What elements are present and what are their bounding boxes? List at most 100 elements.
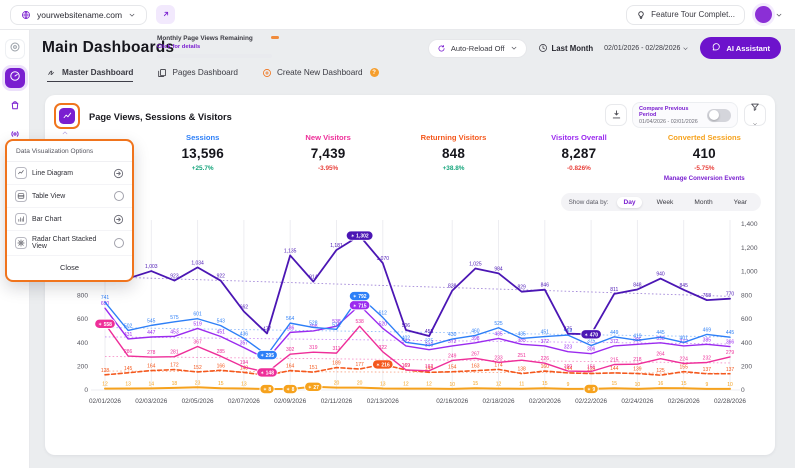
viz-options-popup: Data Visualization Options Line Diagram … [5,139,134,282]
feature-tour-button[interactable]: Feature Tour Complet... [626,4,745,25]
tab-create-new-dashboard[interactable]: Create New Dashboard? [262,68,379,82]
svg-text:923: 923 [170,274,179,280]
svg-text:11: 11 [519,382,524,388]
svg-text:232: 232 [703,355,712,361]
site-name: yourwebsitename.com [37,9,123,20]
svg-text:460: 460 [471,328,480,334]
svg-text:398: 398 [471,336,480,342]
sidebar-item-overview[interactable] [4,39,25,59]
arrow-right-icon[interactable] [113,214,124,225]
svg-text:449: 449 [610,330,619,336]
metric-value: 410 [692,146,716,161]
svg-text:23: 23 [195,380,201,386]
external-link-icon [161,6,171,24]
svg-text:430: 430 [448,332,457,338]
svg-text:169: 169 [402,363,411,369]
series-visitors-overall: 6904314474535194513572604864985385203723… [101,301,735,360]
svg-text:545: 545 [147,318,156,324]
show-by-day[interactable]: Day [617,196,642,208]
filter-button[interactable] [744,103,766,126]
help-badge[interactable]: ? [369,68,379,77]
viz-option-label: Bar Chart [32,215,62,223]
show-by-month[interactable]: Month [694,198,713,206]
svg-text:306: 306 [587,347,596,353]
svg-text:435: 435 [517,331,526,337]
svg-text:455: 455 [425,329,434,335]
sidebar-item-broadcast[interactable] [5,126,25,146]
viz-options-trigger[interactable] [54,103,80,129]
svg-text:226: 226 [541,356,550,362]
svg-text:451: 451 [541,330,550,336]
viz-option-radar-chart-stacked-view[interactable]: Radar Chart Stacked View [7,231,132,256]
plus-icon [262,68,272,78]
svg-text:758: 758 [703,293,712,299]
metric-returning-visitors: Returning Visitors 848 +38.8% [391,133,516,182]
svg-text:1,003: 1,003 [145,264,158,270]
svg-text:10: 10 [635,382,641,388]
svg-text:9: 9 [705,382,708,388]
svg-text:278: 278 [147,350,156,356]
period-selector[interactable]: Last Month [538,43,594,53]
svg-text:445: 445 [726,330,735,336]
viz-option-table-view[interactable]: Table View [7,185,132,208]
compare-previous-period: Compare Previous Period 01/04/2026 - 02/… [632,102,738,128]
show-by-week[interactable]: Week [656,198,674,206]
svg-text:453: 453 [170,329,179,335]
compare-label: Compare Previous Period [639,105,689,118]
svg-text:128: 128 [101,368,110,374]
auto-reload-label: Auto-Reload Off [450,43,505,53]
svg-text:486: 486 [286,325,295,331]
feature-tour-label: Feature Tour Complet... [651,10,735,19]
show-by-year[interactable]: Year [733,198,747,206]
quota-details-link[interactable]: Click for details [157,43,201,50]
radio-button[interactable] [114,191,124,201]
svg-text:285: 285 [217,349,226,355]
bag-icon [9,98,21,116]
globe-icon [21,10,31,20]
manage-conversion-events-link[interactable]: Manage Conversion Events [663,175,745,182]
compare-toggle[interactable] [707,108,731,122]
viz-option-label: Line Diagram [32,169,73,177]
svg-text:1,070: 1,070 [377,256,390,262]
dashboard-tabs: Master Dashboard Pages Dashboard Create Ne… [47,67,379,82]
tab-pages-dashboard[interactable]: Pages Dashboard [157,68,238,82]
svg-text:375: 375 [425,339,434,345]
svg-text:375: 375 [587,339,596,345]
svg-text:528: 528 [309,320,318,326]
viz-option-label: Table View [32,192,66,200]
metric-label: New Visitors [305,133,351,142]
metric-value: 848 [441,146,466,161]
tab-master-dashboard[interactable]: Master Dashboard [47,67,134,82]
date-range-selector[interactable]: 02/01/2026 - 02/28/2026 [604,45,689,52]
account-menu[interactable] [755,6,783,23]
svg-text:451: 451 [217,330,226,336]
site-selector[interactable]: yourwebsitename.com [10,4,148,25]
popup-close-button[interactable]: Close [60,263,79,272]
period-label: Last Month [551,43,594,53]
svg-text:15: 15 [681,381,687,387]
svg-text:475: 475 [564,327,573,333]
svg-text:16: 16 [658,381,664,387]
svg-text:601: 601 [193,312,202,318]
open-site-button[interactable] [156,5,176,24]
svg-text:538: 538 [332,319,341,325]
radio-button[interactable] [114,238,124,248]
sidebar-item-orders[interactable] [5,97,25,117]
auto-reload-dropdown[interactable]: Auto-Reload Off [427,38,527,58]
sidebar-item-dashboards[interactable] [4,68,25,88]
svg-text:152: 152 [193,365,202,371]
svg-text:447: 447 [147,330,156,336]
lightbulb-icon [636,10,646,20]
ai-assistant-button[interactable]: AI Assistant [700,37,781,59]
svg-text:366: 366 [726,340,735,346]
arrow-right-icon[interactable] [113,168,124,179]
svg-text:✶ 715: ✶ 715 [353,303,367,309]
quota-label: Monthly Page Views Remaining [157,35,253,42]
download-button[interactable] [605,104,627,126]
svg-text:155: 155 [680,365,689,371]
svg-text:436: 436 [240,331,249,337]
viz-option-line-diagram[interactable]: Line Diagram [7,162,132,185]
svg-text:0: 0 [741,387,745,394]
radar-icon [15,237,27,249]
viz-option-bar-chart[interactable]: Bar Chart [7,208,132,231]
